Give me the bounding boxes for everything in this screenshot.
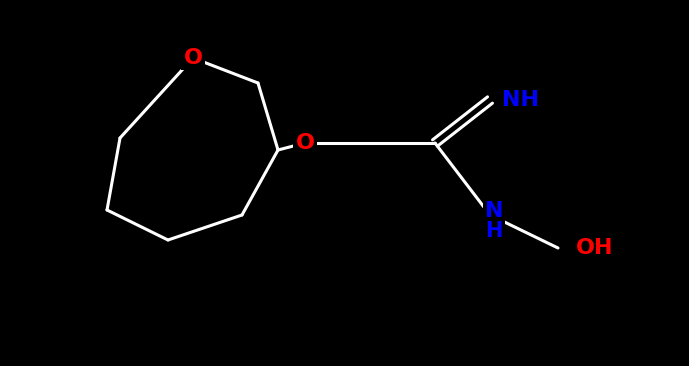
Text: OH: OH xyxy=(576,238,613,258)
Text: O: O xyxy=(183,48,203,68)
Text: NH: NH xyxy=(502,90,539,110)
Text: H: H xyxy=(485,221,503,241)
Text: O: O xyxy=(296,133,314,153)
Text: N: N xyxy=(485,201,503,221)
